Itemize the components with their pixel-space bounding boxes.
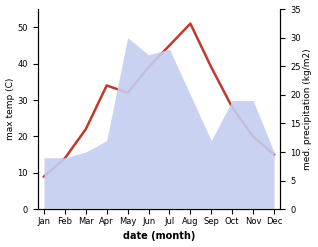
X-axis label: date (month): date (month) <box>123 231 195 242</box>
Y-axis label: max temp (C): max temp (C) <box>5 78 15 140</box>
Y-axis label: med. precipitation (kg/m2): med. precipitation (kg/m2) <box>303 48 313 170</box>
